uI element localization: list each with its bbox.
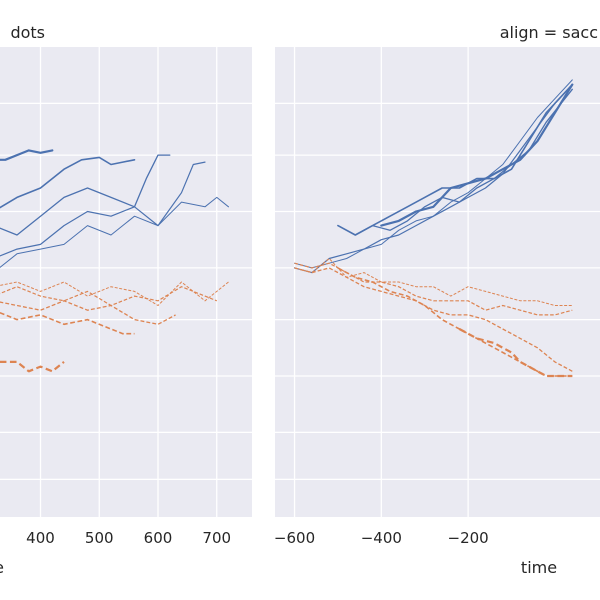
panel-title: dots [10, 23, 45, 42]
x-tick-label: 700 [202, 529, 231, 547]
panel-title: align = sacc [500, 23, 598, 42]
series-line-8 [294, 267, 573, 372]
series-line-5 [294, 79, 573, 269]
x-tick-label: −600 [274, 529, 315, 547]
series-line-9 [0, 286, 218, 307]
plot-background [275, 47, 600, 517]
series-line-8 [0, 300, 176, 325]
right-panel: −600 −400 −200 align = sacc time [274, 23, 600, 577]
series-line-3 [0, 154, 171, 236]
plot-background [0, 47, 252, 517]
plot-area [0, 47, 252, 517]
series-line-10 [0, 281, 229, 306]
series-line-7 [0, 311, 135, 335]
series-line-4 [0, 161, 206, 257]
x-tick-label: 400 [26, 529, 55, 547]
series-line-7 [337, 267, 573, 377]
x-axis-label: e [0, 558, 4, 577]
series-line-1 [380, 83, 574, 227]
series-line-5 [0, 196, 229, 269]
x-axis-label: time [521, 558, 557, 577]
x-tick-label: 600 [144, 529, 173, 547]
series-line-2 [0, 156, 136, 209]
x-tick-label: −400 [361, 529, 402, 547]
series-line-10 [294, 258, 573, 306]
series-line-9 [294, 262, 573, 316]
series-line-2 [337, 83, 574, 236]
series-line-1 [0, 149, 54, 161]
x-tick-label: −200 [448, 529, 489, 547]
series-line-6 [0, 360, 65, 373]
plot-area [275, 47, 600, 517]
x-tick-label: 500 [85, 529, 114, 547]
left-panel: 400 500 600 700 dots e [0, 23, 252, 577]
